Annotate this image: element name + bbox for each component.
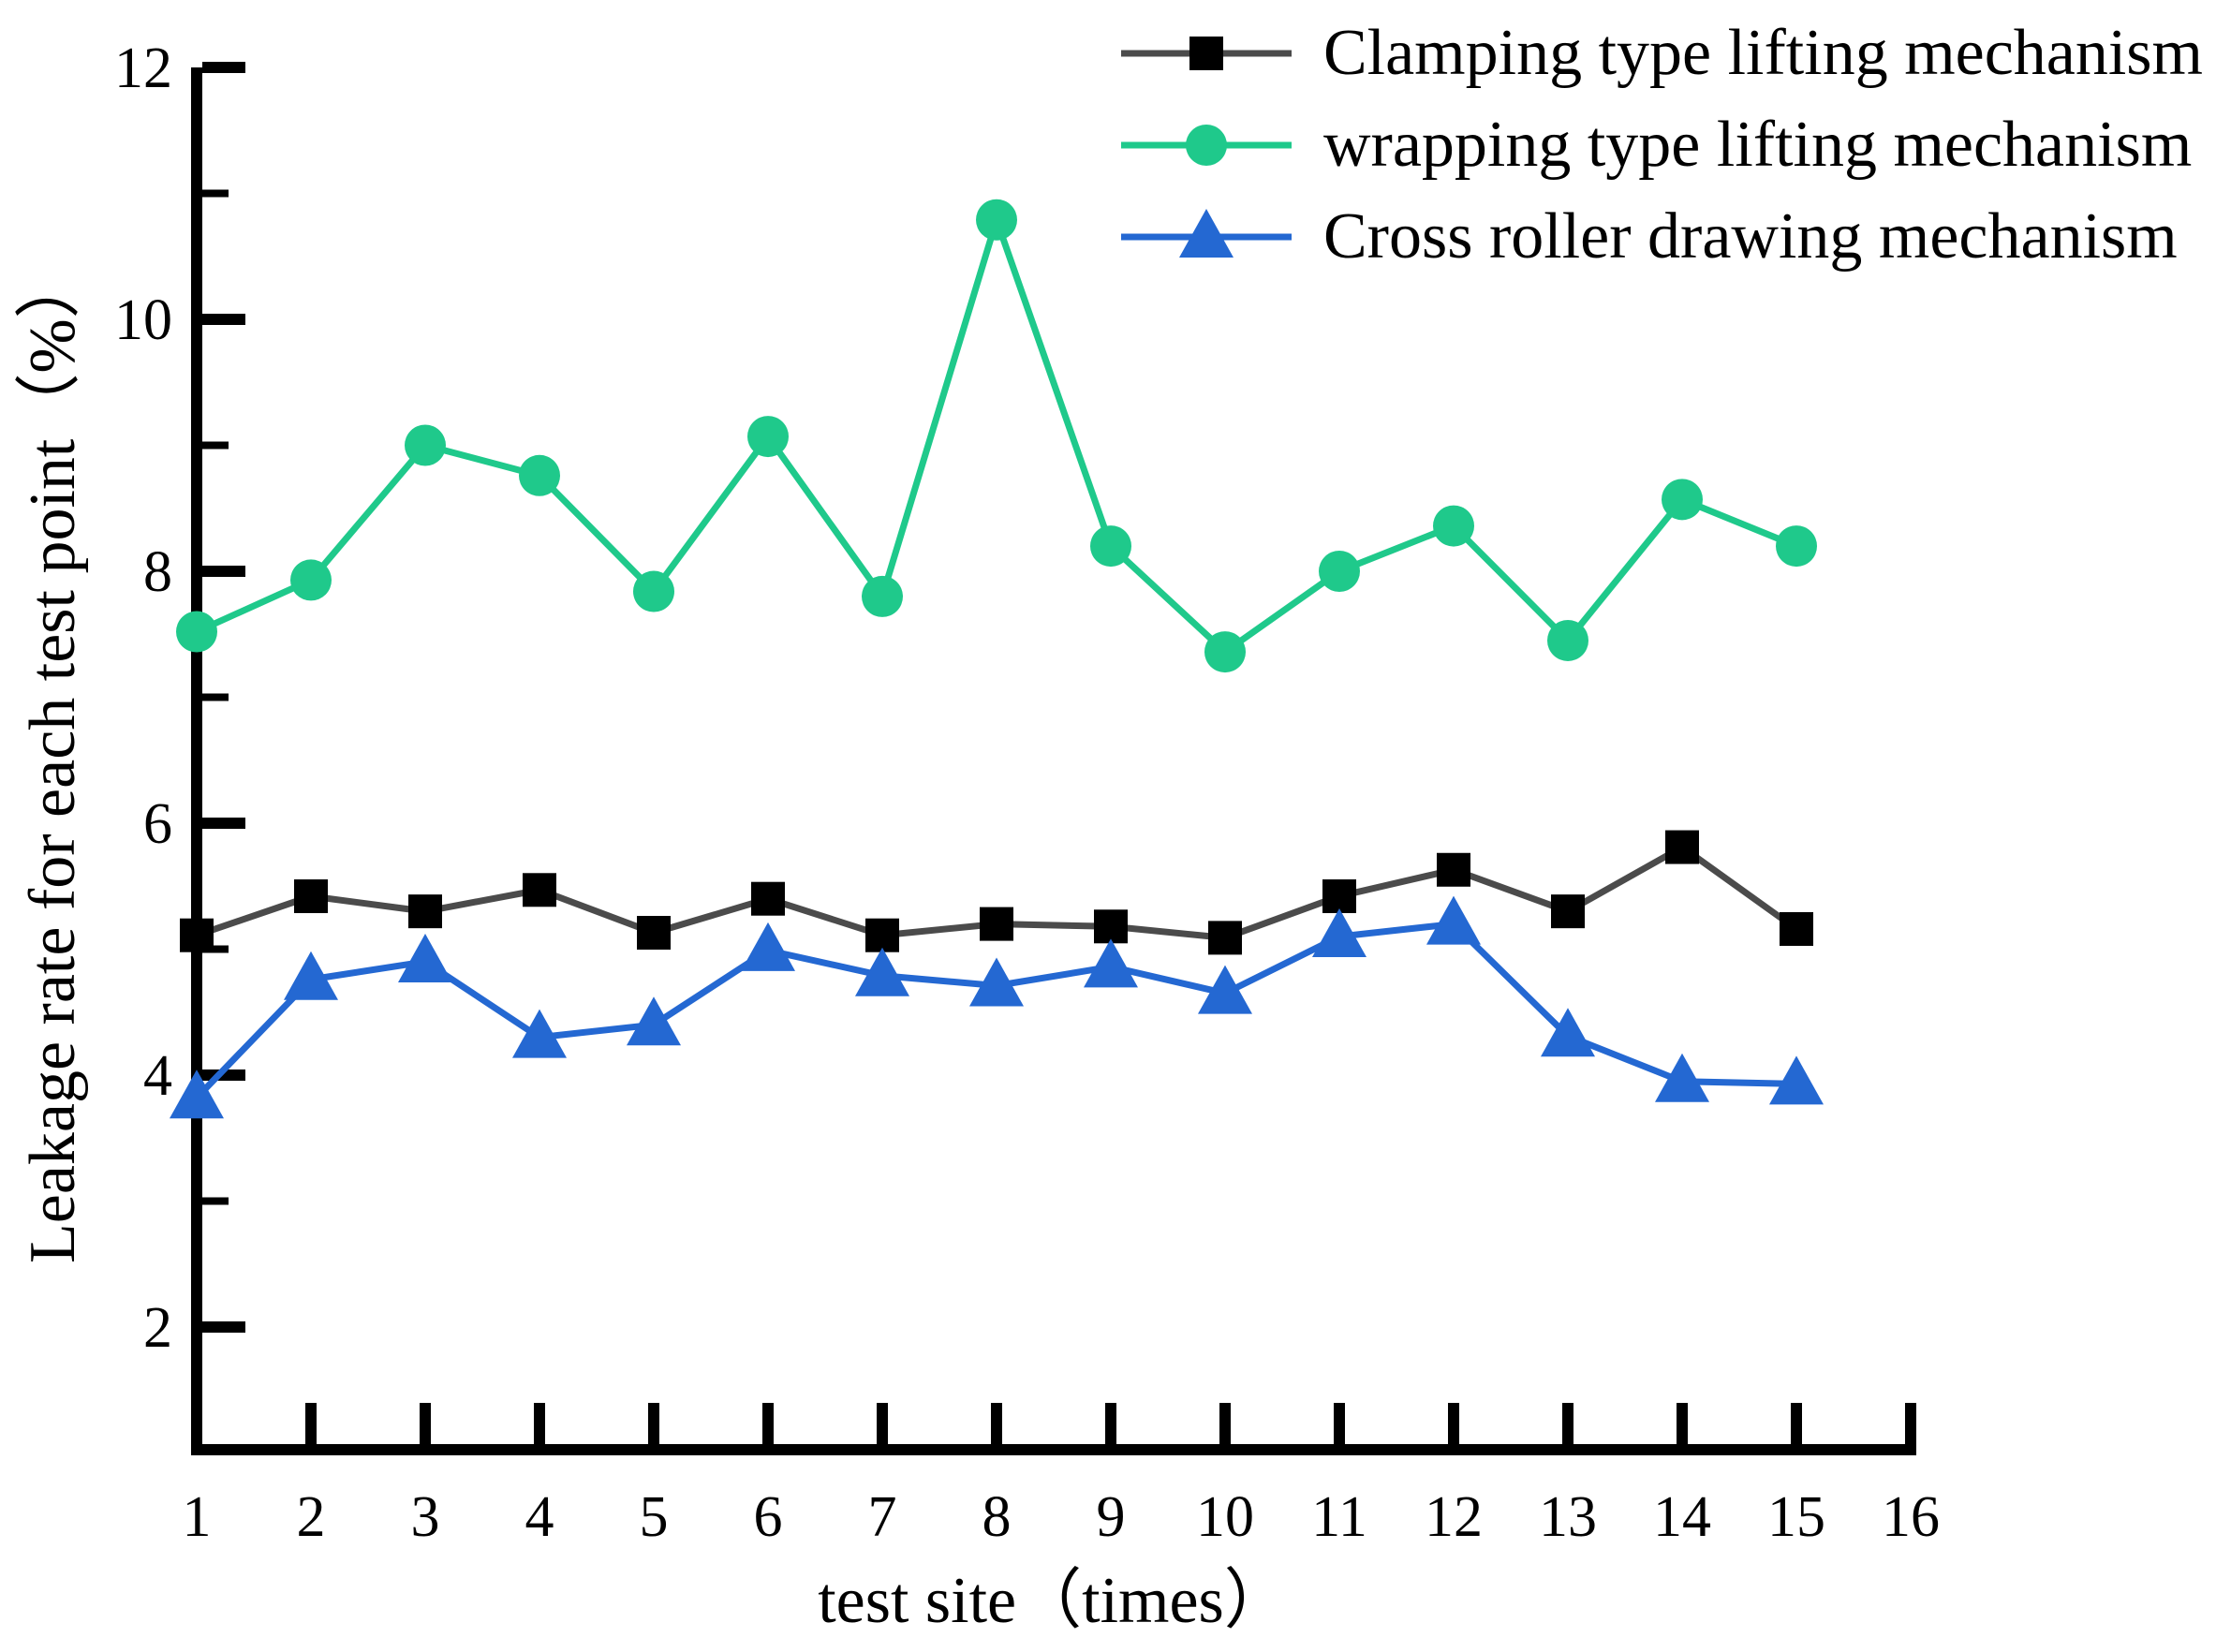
- legend-item-wrapping: wrapping type lifting mechanism: [1117, 99, 2203, 191]
- x-tick-label: 2: [297, 1485, 326, 1549]
- legend-item-clamping: Clamping type lifting mechanism: [1117, 7, 2203, 99]
- legend-label-clamping: Clamping type lifting mechanism: [1322, 17, 2203, 89]
- data-point-marker-square: [1665, 830, 1699, 864]
- x-tick-label: 10: [1196, 1485, 1254, 1549]
- data-point-marker-square: [1437, 852, 1470, 887]
- data-point-marker-square: [865, 918, 899, 952]
- data-point-marker-triangle: [1769, 1055, 1824, 1105]
- data-point-marker-circle: [1547, 619, 1588, 661]
- x-tick-label: 15: [1767, 1485, 1825, 1549]
- data-point-marker-square: [1189, 37, 1223, 70]
- series-line-2: [194, 920, 1797, 1100]
- data-point-marker-circle: [1319, 551, 1360, 592]
- y-tick-label: 8: [143, 540, 172, 604]
- data-point-marker-square: [980, 907, 1013, 941]
- x-tick-label: 8: [982, 1485, 1012, 1549]
- data-point-marker-triangle: [170, 1069, 224, 1119]
- y-tick-label: 12: [114, 37, 172, 100]
- data-point-marker-triangle: [741, 922, 795, 971]
- legend-triangle-marker-icon: [1120, 209, 1292, 258]
- data-point-marker-circle: [290, 559, 332, 601]
- data-point-marker-circle: [519, 454, 560, 496]
- data-point-marker-triangle: [1198, 965, 1252, 1014]
- legend-item-cross-roller: Cross roller drawing mechanism: [1117, 191, 2203, 283]
- data-point-marker-circle: [1433, 505, 1474, 547]
- data-point-marker-triangle: [1541, 1008, 1595, 1057]
- data-point-marker-triangle: [1178, 209, 1234, 258]
- legend: Clamping type lifting mechanism wrapping…: [1117, 7, 2203, 283]
- x-tick-label: 1: [183, 1485, 212, 1549]
- data-point-marker-square: [294, 879, 328, 914]
- y-tick-label: 4: [143, 1044, 172, 1108]
- data-point-marker-square: [1551, 894, 1585, 929]
- data-point-marker-circle: [405, 424, 446, 466]
- y-tick-label: 10: [114, 288, 172, 352]
- data-point-marker-circle: [1204, 631, 1246, 673]
- data-point-marker-triangle: [1312, 908, 1367, 958]
- data-point-marker-square: [523, 873, 556, 907]
- data-point-marker-triangle: [969, 957, 1024, 1007]
- data-point-marker-triangle: [512, 1009, 567, 1058]
- data-point-marker-square: [180, 918, 214, 952]
- legend-circle-marker-icon: [1120, 125, 1292, 166]
- x-tick-label: 12: [1425, 1485, 1483, 1549]
- data-point-marker-circle: [1185, 125, 1227, 166]
- data-point-marker-triangle: [1084, 938, 1138, 988]
- legend-label-wrapping: wrapping type lifting mechanism: [1322, 109, 2193, 181]
- data-point-marker-square: [408, 894, 442, 929]
- data-point-marker-triangle: [1655, 1053, 1709, 1102]
- x-tick-label: 16: [1882, 1485, 1940, 1549]
- x-tick-label: 6: [754, 1485, 783, 1549]
- legend-square-marker-icon: [1120, 37, 1292, 70]
- data-point-marker-triangle: [1426, 895, 1481, 945]
- x-tick-label: 3: [411, 1485, 440, 1549]
- x-tick-label: 5: [640, 1485, 669, 1549]
- data-point-marker-triangle: [398, 933, 452, 982]
- data-point-marker-circle: [862, 575, 903, 617]
- data-point-marker-circle: [976, 199, 1017, 241]
- data-point-marker-circle: [1662, 479, 1703, 521]
- data-point-marker-circle: [1090, 525, 1131, 568]
- x-tick-label: 13: [1539, 1485, 1597, 1549]
- data-point-marker-circle: [747, 416, 789, 458]
- data-point-marker-square: [1780, 911, 1813, 946]
- data-point-marker-square: [751, 881, 785, 916]
- data-point-marker-triangle: [855, 947, 909, 996]
- x-tick-label: 4: [525, 1485, 554, 1549]
- x-tick-label: 14: [1653, 1485, 1711, 1549]
- legend-label-cross-roller: Cross roller drawing mechanism: [1322, 200, 2178, 273]
- data-point-marker-circle: [633, 570, 674, 612]
- data-point-marker-circle: [1776, 525, 1817, 568]
- y-tick-label: 6: [143, 792, 172, 856]
- data-point-marker-square: [637, 916, 671, 951]
- x-tick-label: 11: [1311, 1485, 1367, 1549]
- y-tick-label: 2: [143, 1296, 172, 1360]
- x-tick-label: 9: [1097, 1485, 1126, 1549]
- data-point-marker-square: [1322, 879, 1356, 914]
- data-point-marker-square: [1208, 921, 1242, 955]
- x-axis-title: test site（times）: [818, 1565, 1290, 1637]
- data-point-marker-square: [1094, 909, 1128, 944]
- y-axis-title: Leakage rate for each test point（%）: [17, 253, 89, 1264]
- data-point-marker-circle: [176, 611, 217, 653]
- data-point-marker-triangle: [284, 951, 338, 1000]
- x-tick-label: 7: [868, 1485, 897, 1549]
- data-point-marker-triangle: [627, 996, 681, 1046]
